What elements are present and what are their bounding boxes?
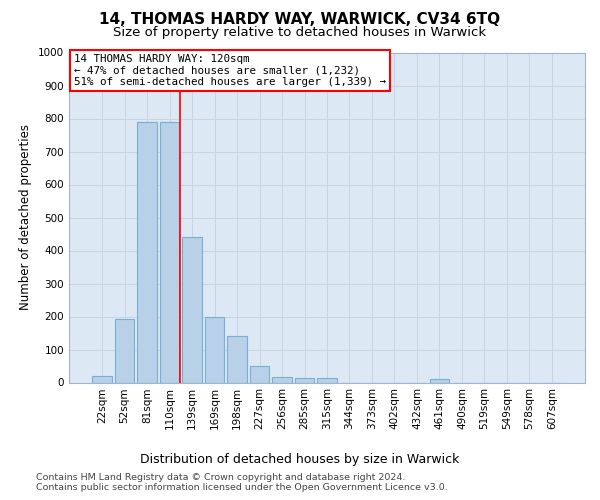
Text: 14 THOMAS HARDY WAY: 120sqm
← 47% of detached houses are smaller (1,232)
51% of : 14 THOMAS HARDY WAY: 120sqm ← 47% of det… (74, 54, 386, 88)
Y-axis label: Number of detached properties: Number of detached properties (19, 124, 32, 310)
Bar (160, 122, 179, 382)
Bar (115, 319, 134, 382)
Bar (227, 336, 247, 382)
Bar (317, 378, 337, 382)
Bar (182, 238, 202, 382)
Text: Distribution of detached houses by size in Warwick: Distribution of detached houses by size … (140, 452, 460, 466)
Text: 14, THOMAS HARDY WAY, WARWICK, CV34 6TQ: 14, THOMAS HARDY WAY, WARWICK, CV34 6TQ (100, 12, 500, 28)
Bar (295, 378, 314, 382)
Bar (272, 377, 292, 382)
Text: Contains HM Land Registry data © Crown copyright and database right 2024.: Contains HM Land Registry data © Crown c… (36, 472, 406, 482)
Bar (92, 376, 112, 382)
Bar (250, 366, 269, 382)
Bar (205, 318, 224, 382)
Text: Contains public sector information licensed under the Open Government Licence v3: Contains public sector information licen… (36, 484, 448, 492)
Bar (137, 122, 157, 382)
Text: Size of property relative to detached houses in Warwick: Size of property relative to detached ho… (113, 26, 487, 39)
Bar (430, 379, 449, 382)
